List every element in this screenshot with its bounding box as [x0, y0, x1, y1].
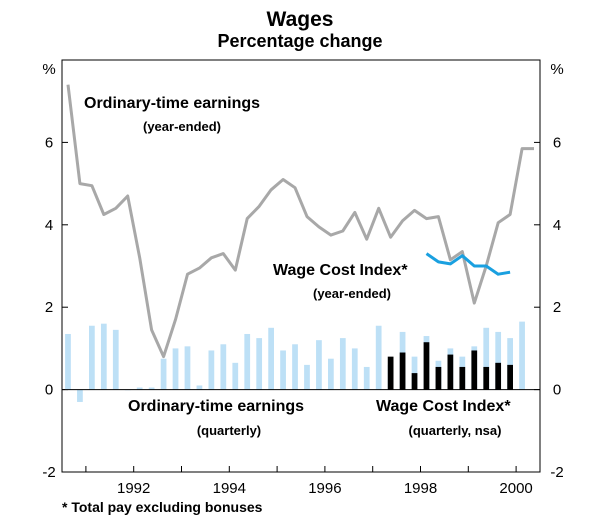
- y-unit-right: %: [550, 61, 563, 78]
- bar: [232, 362, 239, 390]
- bar: [77, 389, 83, 402]
- bar: [65, 333, 71, 390]
- chart-subtitle: Percentage change: [217, 31, 382, 51]
- bar: [483, 366, 490, 390]
- annot-ote-year-sub: (year-ended): [143, 119, 221, 134]
- bar: [256, 338, 263, 390]
- bar: [447, 354, 454, 390]
- bar: [351, 348, 358, 390]
- bar: [220, 344, 227, 390]
- x-tick-label: 2000: [499, 480, 532, 497]
- y-tick-label-left: 6: [45, 134, 53, 151]
- x-tick-label: 1994: [213, 480, 246, 497]
- bar: [423, 342, 430, 390]
- bar: [268, 327, 274, 390]
- annot-wci-year-sub: (year-ended): [313, 286, 391, 301]
- y-tick-label-right: 6: [553, 134, 561, 151]
- bar: [196, 385, 203, 390]
- bar: [100, 323, 107, 390]
- y-tick-label-right: 2: [553, 299, 561, 316]
- bar: [483, 327, 490, 390]
- bar: [160, 358, 167, 390]
- bar: [172, 348, 179, 390]
- annot-wci-year: Wage Cost Index*: [273, 262, 408, 279]
- bar: [328, 358, 334, 390]
- bar: [184, 346, 191, 390]
- plot-frame: [61, 59, 541, 473]
- x-tick-label: 1998: [404, 480, 437, 497]
- annot-wci-q: Wage Cost Index*: [376, 398, 511, 415]
- footnote: * Total pay excluding bonuses: [62, 499, 263, 515]
- bar: [411, 373, 418, 390]
- bar: [387, 356, 394, 390]
- bar: [112, 329, 119, 390]
- bar: [363, 366, 370, 390]
- bar: [459, 366, 466, 390]
- bar: [399, 352, 406, 390]
- ote-year-ended-line: [66, 84, 534, 359]
- annot-wci-q-sub: (quarterly, nsa): [409, 423, 502, 438]
- bar: [304, 364, 310, 390]
- y-tick-label-left: 4: [45, 217, 53, 234]
- bar: [519, 321, 525, 390]
- y-tick-label-left: 0: [45, 382, 53, 399]
- bar: [208, 350, 215, 390]
- x-tick-label: 1996: [308, 480, 341, 497]
- bar: [507, 364, 513, 390]
- bar: [471, 350, 478, 390]
- bar: [244, 333, 251, 390]
- annot-ote-year: Ordinary-time earnings: [84, 95, 260, 112]
- annot-ote-q-sub: (quarterly): [197, 423, 261, 438]
- chart-title: Wages: [267, 8, 334, 31]
- y-tick-label-right: 0: [553, 382, 561, 399]
- bar: [375, 325, 382, 390]
- annot-ote-q: Ordinary-time earnings: [128, 398, 304, 415]
- bar: [148, 387, 155, 390]
- bar: [495, 331, 502, 390]
- bar: [507, 338, 513, 390]
- y-unit-left: %: [42, 61, 55, 78]
- bar: [89, 325, 95, 390]
- bar: [339, 338, 346, 390]
- y-tick-label-right: 4: [553, 217, 561, 234]
- y-tick-label-left: 2: [45, 299, 53, 316]
- x-tick-label: 1992: [117, 480, 150, 497]
- y-tick-label-left: -2: [42, 464, 55, 481]
- bar: [316, 340, 322, 390]
- y-tick-label-right: -2: [550, 464, 563, 481]
- bar: [435, 366, 442, 390]
- bar: [136, 387, 143, 390]
- bar: [280, 350, 286, 390]
- bar: [495, 362, 502, 390]
- bar: [292, 344, 298, 390]
- wci-year-ended-line: [425, 252, 511, 276]
